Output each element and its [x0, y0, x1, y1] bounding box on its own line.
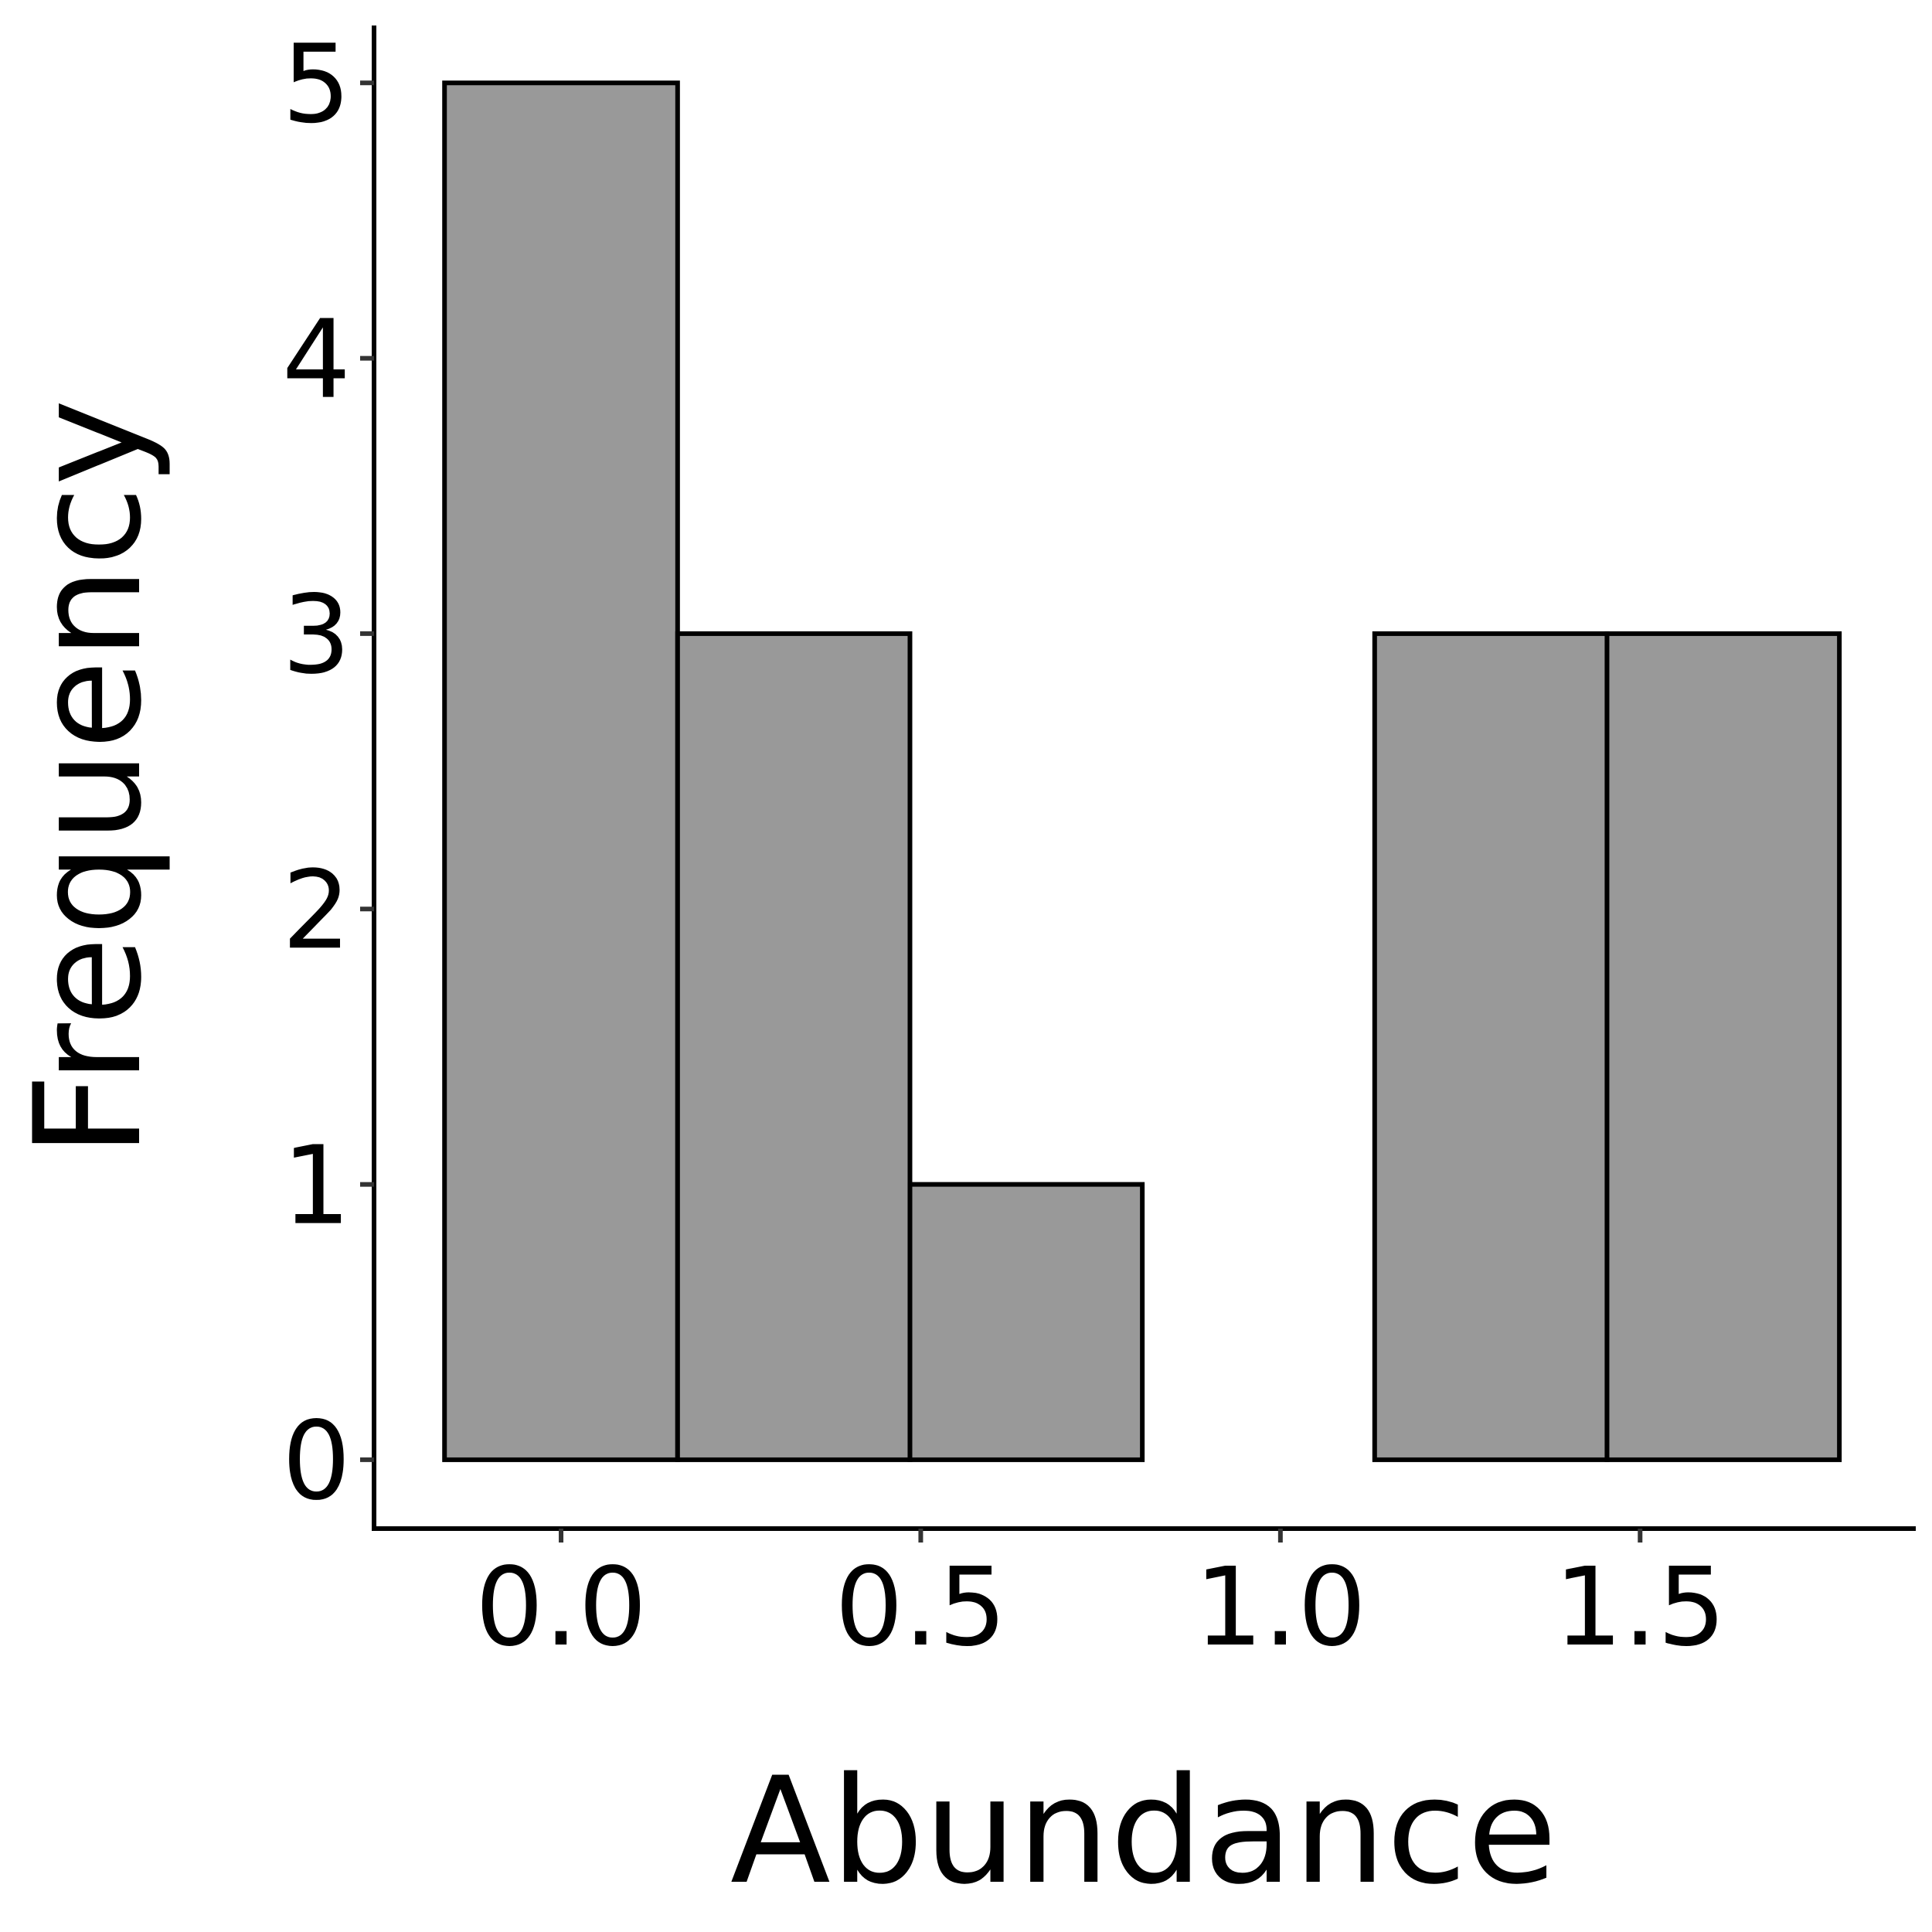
histogram-bar-2 [907, 1182, 1145, 1462]
y-tick-label-5: 5 [282, 22, 351, 148]
x-ticks-group: 0.0 0.5 1.0 1.5 [475, 1529, 1726, 1671]
x-tick-label-3: 1.5 [1554, 1545, 1726, 1671]
x-tick-label-1: 0.5 [835, 1545, 1007, 1671]
x-tick-label-0: 0.0 [475, 1545, 648, 1671]
y-tick-label-4: 4 [282, 298, 351, 423]
y-tick-label-0: 0 [282, 1399, 351, 1525]
axes-group [372, 26, 1916, 1531]
y-axis-title: Frequency [3, 399, 174, 1158]
y-tick-label-2: 2 [282, 848, 351, 974]
x-axis-title: Abundance [730, 1746, 1557, 1917]
histogram-bar-0 [442, 80, 680, 1462]
bars-group [442, 80, 1842, 1462]
histogram-bar-1 [675, 631, 913, 1462]
y-ticks-group: 0 1 2 3 4 5 [282, 22, 374, 1525]
y-tick-label-1: 1 [282, 1124, 351, 1250]
x-tick-label-2: 1.0 [1195, 1545, 1367, 1671]
histogram-bar-4 [1372, 631, 1610, 1462]
histogram-bar-5 [1604, 631, 1842, 1462]
y-tick-label-3: 3 [282, 573, 351, 699]
